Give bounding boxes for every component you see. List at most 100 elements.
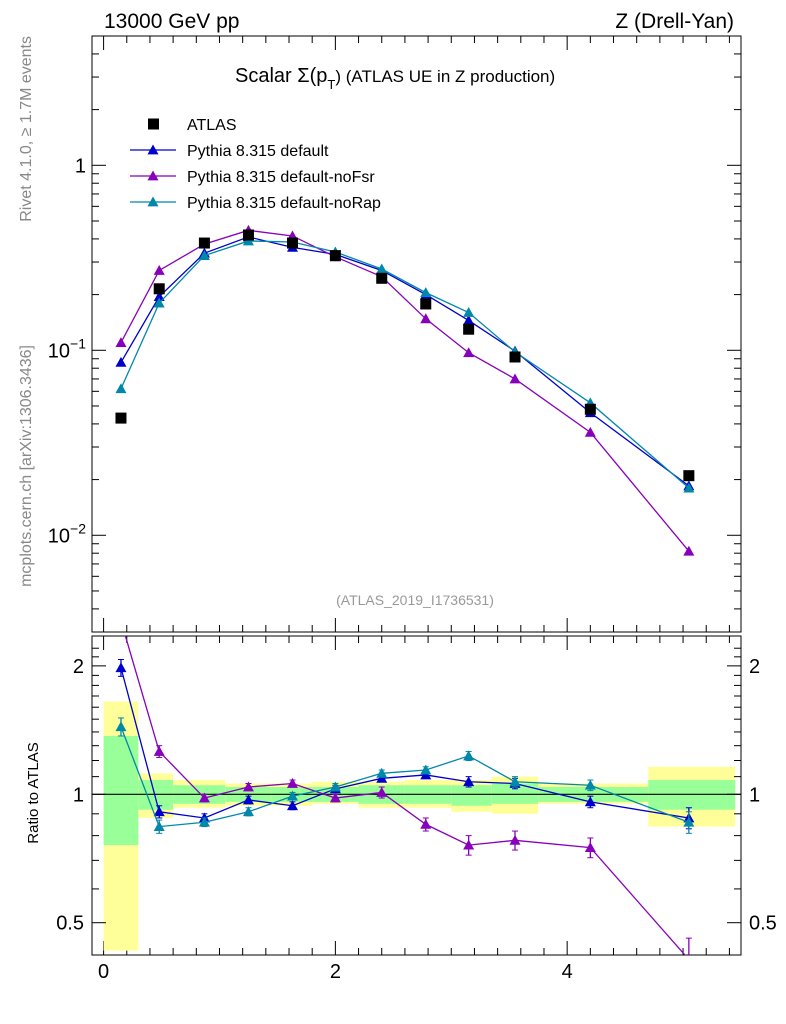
ratio-marker xyxy=(198,816,210,827)
ratio-marker xyxy=(376,786,388,797)
ratio-marker xyxy=(420,818,432,829)
ratio-frame xyxy=(91,635,742,956)
ratio-marker xyxy=(286,790,298,801)
atlas-marker xyxy=(153,283,165,295)
series-marker xyxy=(463,347,475,358)
ratio-marker xyxy=(329,792,341,803)
chart-title: Scalar Σ(pT) (ATLAS UE in Z production) xyxy=(235,65,555,92)
ratio-y-tick-label: 0.5 xyxy=(749,913,777,935)
legend-marker xyxy=(147,196,159,207)
legend-label: Pythia 8.315 default-noRap xyxy=(187,195,381,212)
x-tick-label: 4 xyxy=(562,961,573,983)
ratio-marker xyxy=(115,721,127,732)
ratio-y-tick-label: 1 xyxy=(749,784,760,806)
atlas-marker xyxy=(115,412,127,424)
ratio-y-tick-label: 2 xyxy=(749,656,760,678)
legend-marker-atlas xyxy=(148,118,159,130)
series-marker xyxy=(198,250,210,260)
main-panel: 1 10−1 10−2 xyxy=(48,35,742,955)
ratio-marker xyxy=(463,839,475,850)
ratio-y-tick-label: 0.5 xyxy=(56,913,84,935)
ratio-marker xyxy=(463,776,475,787)
ratio-series-group xyxy=(115,615,695,955)
ratio-marker xyxy=(376,767,388,778)
ratio-line xyxy=(120,667,689,819)
ratio-marker xyxy=(115,662,127,673)
ratio-y-tick-label: 2 xyxy=(73,656,84,678)
legend-label: Pythia 8.315 default-noFsr xyxy=(187,169,375,186)
y-tick-label: 10−1 xyxy=(48,335,86,362)
ratio-marker xyxy=(242,794,254,805)
series-marker xyxy=(153,297,165,308)
series-marker xyxy=(683,545,695,556)
ratio-band-inner xyxy=(491,783,539,804)
atlas-marker xyxy=(463,323,475,335)
legend-label: ATLAS xyxy=(187,117,237,134)
ratio-marker xyxy=(509,776,521,787)
series-marker xyxy=(376,263,388,274)
series-line xyxy=(120,229,690,552)
ratio-marker xyxy=(683,816,695,827)
header-left: 13000 GeV pp xyxy=(104,10,240,33)
ratio-marker xyxy=(198,792,210,803)
series-marker xyxy=(153,264,165,275)
analysis-label: (ATLAS_2019_I1736531) xyxy=(336,592,494,608)
ratio-marker xyxy=(420,764,432,775)
x-tick-label: 0 xyxy=(98,961,109,983)
series-marker xyxy=(509,373,521,384)
y-tick-label: 1 xyxy=(75,155,86,177)
legend-marker xyxy=(147,144,159,155)
atlas-marker xyxy=(584,403,596,415)
ratio-marker xyxy=(376,772,388,783)
ratio-marker xyxy=(242,781,254,792)
ratio-line xyxy=(120,726,690,828)
atlas-marker xyxy=(286,237,298,249)
ratio-marker xyxy=(463,750,475,761)
series-line xyxy=(120,236,690,487)
ratio-line xyxy=(124,636,686,955)
ratio-marker xyxy=(584,796,596,807)
series-marker xyxy=(683,482,695,493)
series-marker xyxy=(584,426,596,437)
ratio-marker xyxy=(242,806,254,817)
ratio-band-inner xyxy=(451,785,492,806)
ratio-marker xyxy=(115,615,126,625)
atlas-marker xyxy=(420,298,432,310)
ratio-marker xyxy=(329,781,341,792)
ratio-panel: 0 2 4 2 2 1 1 0.5 0.5 xyxy=(56,615,777,983)
series-marker xyxy=(115,337,127,348)
ratio-y-tick-label: 1 xyxy=(73,784,84,806)
series-marker xyxy=(463,307,475,317)
ratio-marker xyxy=(286,777,298,788)
ratio-marker xyxy=(584,842,596,852)
ratio-marker xyxy=(286,800,298,811)
x-tick-label: 2 xyxy=(330,961,341,983)
ratio-marker xyxy=(584,779,596,790)
main-frame xyxy=(91,35,742,633)
series-marker xyxy=(115,356,127,367)
legend-label: Pythia 8.315 default xyxy=(187,143,329,160)
series-marker xyxy=(463,314,475,325)
series-marker xyxy=(420,313,432,324)
ratio-ylabel: Ratio to ATLAS xyxy=(25,742,42,843)
series-marker xyxy=(420,287,432,298)
y-tick-label: 10−2 xyxy=(48,520,86,547)
ratio-marker xyxy=(153,806,165,817)
ratio-marker xyxy=(153,821,165,831)
atlas-marker xyxy=(509,351,521,363)
ratio-marker xyxy=(509,834,521,845)
header-right: Z (Drell-Yan) xyxy=(615,10,734,33)
ratio-band-inner xyxy=(103,735,139,846)
atlas-marker xyxy=(376,272,388,284)
atlas-marker xyxy=(329,250,341,262)
atlas-marker xyxy=(198,237,210,249)
legend-marker xyxy=(147,170,159,181)
atlas-marker xyxy=(242,229,254,241)
series-marker xyxy=(153,291,165,302)
legend: ATLAS Pythia 8.315 default Pythia 8.315 de… xyxy=(130,117,381,212)
ratio-marker xyxy=(153,745,165,756)
atlas-marker xyxy=(683,470,695,482)
series-line xyxy=(120,240,690,489)
ratio-marker xyxy=(688,953,690,955)
